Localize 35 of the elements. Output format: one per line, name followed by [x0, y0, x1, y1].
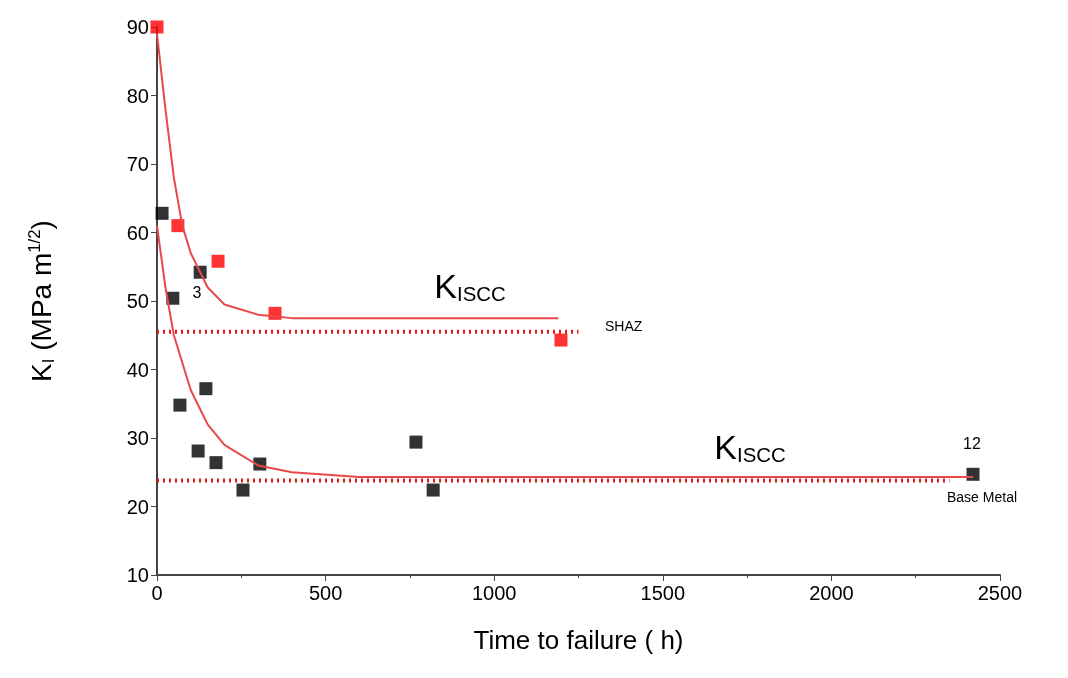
- point: [155, 206, 169, 220]
- point: [966, 467, 980, 481]
- x-tick-label: 1500: [640, 582, 686, 604]
- point: [209, 456, 223, 470]
- x-tick-label: 0: [151, 582, 163, 604]
- y-tick-label: 60: [126, 221, 149, 244]
- x-tick-label: 2500: [977, 582, 1023, 604]
- annotation: Base Metal: [947, 489, 1018, 505]
- point: [554, 333, 568, 347]
- y-tick-label: 10: [126, 564, 149, 586]
- y-tick-label: 70: [126, 153, 149, 175]
- y-tick-label: 20: [126, 495, 149, 518]
- point: [426, 483, 440, 497]
- point: [409, 435, 423, 449]
- point: [211, 254, 225, 268]
- x-tick-label: 500: [308, 582, 343, 604]
- annotation: 12: [963, 434, 981, 452]
- y-axis-title: KI (MPa m1/2): [25, 220, 58, 382]
- x-tick-label: 1000: [471, 582, 517, 604]
- x-tick-label: 2000: [809, 582, 854, 604]
- annotation: 3: [192, 283, 202, 301]
- y-tick-label: 30: [126, 427, 149, 449]
- point: [236, 483, 250, 497]
- y-tick-label: 80: [126, 84, 149, 107]
- annotation: KISCC: [434, 267, 506, 305]
- y-tick-label: 40: [126, 358, 149, 381]
- annotation: SHAZ: [605, 318, 643, 334]
- y-tick-label: 50: [126, 290, 149, 312]
- x-axis-title: Time to failure ( h): [473, 625, 684, 655]
- point: [173, 398, 187, 412]
- y-tick-label: 90: [126, 16, 149, 38]
- point: [150, 20, 164, 34]
- point: [199, 382, 213, 396]
- annotation: KISCC: [714, 428, 786, 466]
- point: [191, 444, 205, 458]
